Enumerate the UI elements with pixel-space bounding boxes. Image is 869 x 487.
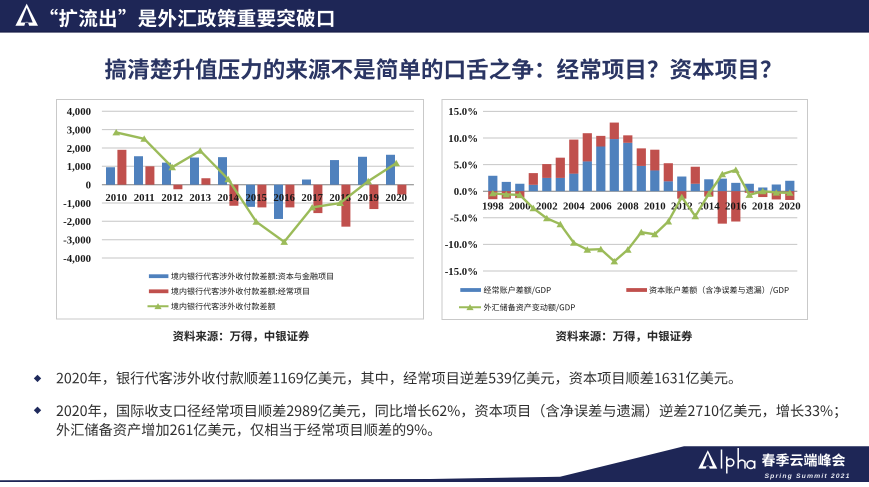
svg-text:Spring Summit 2021: Spring Summit 2021	[765, 473, 851, 480]
svg-text:2018: 2018	[752, 200, 774, 212]
svg-text:2002: 2002	[536, 200, 558, 212]
svg-text:-4,000: -4,000	[63, 253, 91, 265]
svg-text:2010: 2010	[644, 200, 666, 212]
svg-text:2018: 2018	[329, 192, 351, 204]
svg-text:0.0%: 0.0%	[454, 186, 478, 198]
svg-text:2020: 2020	[779, 200, 801, 212]
svg-text:2016: 2016	[273, 192, 295, 204]
svg-text:-3,000: -3,000	[63, 235, 91, 247]
svg-text:2016: 2016	[725, 200, 747, 212]
svg-text:-10.0%: -10.0%	[445, 239, 478, 251]
svg-text:2013: 2013	[189, 192, 211, 204]
svg-text:2004: 2004	[563, 200, 585, 212]
svg-text:1,000: 1,000	[67, 161, 91, 173]
svg-text:15.0%: 15.0%	[448, 106, 478, 118]
svg-text:2015: 2015	[245, 192, 267, 204]
svg-text:3,000: 3,000	[67, 124, 91, 136]
svg-text:2014: 2014	[217, 192, 239, 204]
svg-text:-15.0%: -15.0%	[445, 266, 478, 278]
svg-text:5.0%: 5.0%	[454, 159, 478, 171]
svg-text:2019: 2019	[357, 192, 379, 204]
svg-text:2008: 2008	[617, 200, 639, 212]
svg-text:2,000: 2,000	[67, 143, 91, 155]
svg-text:2006: 2006	[590, 200, 612, 212]
svg-text:2011: 2011	[134, 192, 155, 204]
svg-text:2017: 2017	[301, 192, 323, 204]
svg-text:-1,000: -1,000	[63, 198, 91, 210]
svg-text:4,000: 4,000	[67, 106, 91, 118]
svg-text:1998: 1998	[482, 200, 504, 212]
svg-text:2020: 2020	[385, 192, 407, 204]
svg-text:2012: 2012	[161, 192, 183, 204]
svg-text:10.0%: 10.0%	[448, 133, 478, 145]
svg-text:2010: 2010	[105, 192, 127, 204]
svg-text:-2,000: -2,000	[63, 216, 91, 228]
svg-text:2000: 2000	[509, 200, 531, 212]
svg-text:-5.0%: -5.0%	[450, 213, 478, 225]
svg-text:0: 0	[86, 180, 91, 192]
